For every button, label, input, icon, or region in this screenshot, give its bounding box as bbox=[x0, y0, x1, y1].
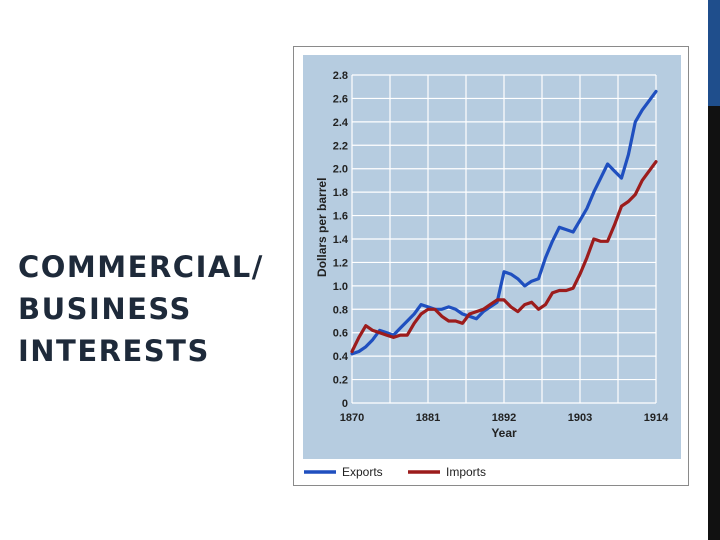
y-axis-title: Dollars per barrel bbox=[315, 178, 329, 277]
x-tick-label: 1892 bbox=[492, 412, 516, 424]
x-tick-label: 1870 bbox=[340, 412, 364, 424]
y-tick-label: 1.8 bbox=[333, 187, 348, 199]
y-tick-label: 1.0 bbox=[333, 281, 348, 293]
chart-figure: 0 0.2 0.4 0.6 0.8 1.0 1.2 1.4 1.6 1.8 2.0 2.2 2.4 2.6… bbox=[293, 46, 689, 486]
series-line-exports bbox=[350, 89, 658, 356]
y-tick-label: 0.4 bbox=[333, 351, 349, 363]
slide-title-line-2: BUSINESS bbox=[18, 292, 192, 326]
accent-dark-bar bbox=[708, 106, 720, 540]
legend-label-exports: Exports bbox=[342, 465, 383, 479]
legend-label-imports: Imports bbox=[446, 465, 486, 479]
y-tick-label: 2.2 bbox=[333, 140, 348, 152]
y-tick-label: 0 bbox=[342, 398, 348, 410]
y-tick-label: 0.2 bbox=[333, 375, 348, 387]
slide-title-line-3: INTERESTS bbox=[18, 334, 210, 368]
x-tick-label: 1903 bbox=[568, 412, 592, 424]
y-tick-label: 0.6 bbox=[333, 328, 348, 340]
y-tick-label: 1.2 bbox=[333, 257, 348, 269]
y-tick-label: 1.6 bbox=[333, 211, 348, 223]
y-tick-label: 2.8 bbox=[333, 70, 348, 82]
legend-background bbox=[294, 459, 688, 485]
y-tick-label: 2.0 bbox=[333, 164, 348, 176]
y-tick-label: 2.4 bbox=[333, 117, 349, 129]
y-tick-label: 1.4 bbox=[333, 234, 349, 246]
x-tick-label: 1914 bbox=[644, 412, 669, 424]
accent-bar bbox=[708, 0, 720, 106]
slide-title-line-1: COMMERCIAL/ bbox=[18, 250, 264, 284]
y-tick-label: 2.6 bbox=[333, 93, 348, 105]
y-tick-label: 0.8 bbox=[333, 304, 348, 316]
x-axis-title: Year bbox=[491, 426, 517, 440]
line-chart: 0 0.2 0.4 0.6 0.8 1.0 1.2 1.4 1.6 1.8 2.0 2.2 2.4 2.6… bbox=[294, 55, 688, 485]
x-tick-label: 1881 bbox=[416, 412, 440, 424]
slide-title: COMMERCIAL/ BUSINESS INTERESTS bbox=[18, 246, 298, 372]
series-line-imports bbox=[350, 160, 658, 354]
